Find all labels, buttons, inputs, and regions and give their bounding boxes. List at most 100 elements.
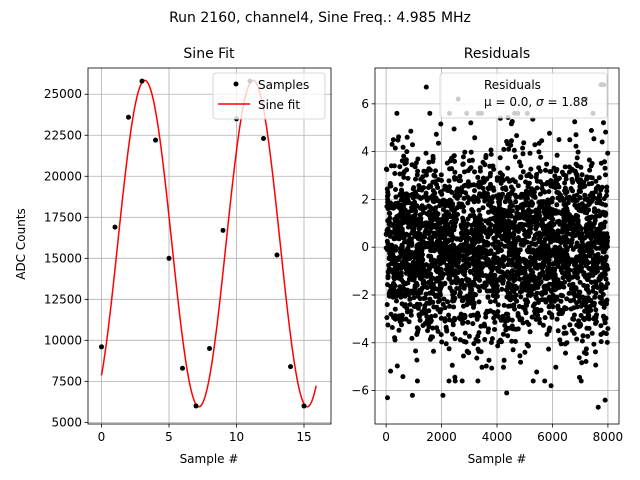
residual-point <box>588 128 594 133</box>
residual-point <box>577 235 583 241</box>
residual-point <box>497 315 503 321</box>
residual-point <box>523 179 529 185</box>
residual-point <box>449 155 455 161</box>
residual-point <box>496 217 502 223</box>
residual-point <box>558 239 564 245</box>
residual-point <box>426 324 432 330</box>
residual-point <box>578 263 584 269</box>
residual-point <box>562 251 567 257</box>
residual-point <box>503 225 509 231</box>
residual-point <box>471 341 477 347</box>
residual-point <box>426 308 432 314</box>
y-tick-label: 10000 <box>44 333 82 347</box>
residual-point <box>582 196 588 202</box>
residual-point <box>558 298 564 304</box>
residual-point <box>474 253 480 259</box>
sine-fit-axes-frame <box>87 67 332 425</box>
residual-point <box>576 294 582 300</box>
residual-point <box>412 222 418 228</box>
residual-point <box>529 186 535 192</box>
residual-point <box>447 184 452 190</box>
residual-point <box>526 220 532 226</box>
residual-point <box>468 120 474 126</box>
residual-point <box>422 230 428 235</box>
residual-point <box>548 183 554 189</box>
residual-point <box>395 227 401 233</box>
residual-point <box>555 328 561 334</box>
residual-point <box>599 255 605 261</box>
residual-point <box>496 230 502 236</box>
residual-point <box>505 269 511 275</box>
residual-point <box>582 258 588 264</box>
residual-point <box>576 318 582 324</box>
residual-point <box>433 243 439 249</box>
residual-point <box>595 285 601 290</box>
residual-point <box>528 166 534 172</box>
residual-point <box>443 341 449 347</box>
y-tick-label: −2 <box>351 288 369 302</box>
residual-point <box>428 253 434 259</box>
residual-point <box>448 228 454 233</box>
residual-point <box>395 137 401 143</box>
residual-point <box>480 159 486 165</box>
residual-point <box>602 258 608 264</box>
residual-point <box>483 153 489 158</box>
residual-point <box>496 212 502 217</box>
residual-point <box>419 203 425 209</box>
residual-point <box>598 323 604 329</box>
residual-point <box>441 296 447 302</box>
residual-point <box>522 307 528 313</box>
residual-point <box>496 192 502 198</box>
residual-point <box>573 132 579 138</box>
residual-point <box>570 197 576 203</box>
residual-point <box>508 142 514 148</box>
residual-point <box>465 251 471 257</box>
residual-point <box>509 189 515 195</box>
legend-label-residuals: Residuals <box>484 78 541 92</box>
residual-point <box>450 292 456 298</box>
residual-point <box>582 297 588 303</box>
residual-point <box>573 171 579 177</box>
residual-point <box>470 321 476 327</box>
residual-point <box>417 231 423 237</box>
residual-outlier-point <box>384 395 390 401</box>
residual-point <box>573 203 578 208</box>
residual-point <box>460 161 466 167</box>
residual-point <box>528 209 534 215</box>
residual-point <box>469 287 475 293</box>
residual-point <box>487 186 492 191</box>
residual-point <box>433 168 438 174</box>
residual-point <box>392 204 398 210</box>
residual-point <box>505 262 511 268</box>
residual-point <box>385 189 391 195</box>
residual-point <box>513 276 519 282</box>
residual-point <box>433 210 439 216</box>
residual-point <box>415 156 421 162</box>
residual-point <box>392 306 398 312</box>
residual-point <box>482 247 488 253</box>
residual-point <box>583 359 589 364</box>
residual-point <box>597 225 603 231</box>
residual-point <box>522 272 528 278</box>
residual-point <box>509 138 514 144</box>
residual-point <box>525 285 531 291</box>
residual-point <box>521 276 527 282</box>
residual-point <box>530 247 536 253</box>
residual-point <box>545 265 551 271</box>
residual-point <box>586 272 592 278</box>
residual-point <box>536 165 542 171</box>
residual-point <box>547 250 553 256</box>
residual-point <box>572 233 578 238</box>
residual-point <box>515 183 521 189</box>
residuals-series <box>383 82 611 410</box>
residual-point <box>423 150 429 156</box>
residual-point <box>484 259 490 265</box>
residual-point <box>416 226 422 232</box>
residual-point <box>492 298 498 304</box>
residual-point <box>411 295 417 301</box>
residual-point <box>487 173 493 179</box>
residual-point <box>538 307 544 313</box>
legend-label-sine-fit: Sine fit <box>258 98 300 112</box>
residual-point <box>466 158 472 164</box>
residual-point <box>534 290 540 296</box>
